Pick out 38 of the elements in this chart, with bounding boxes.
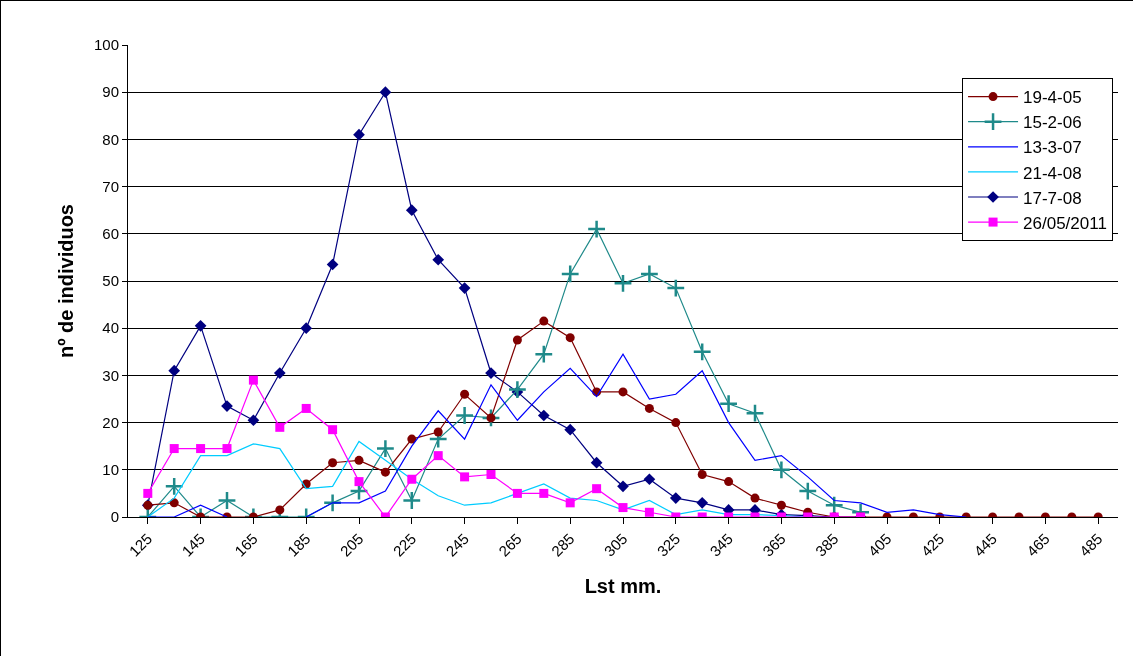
x-tick-label: 225 — [389, 529, 420, 560]
y-tick-label: 20 — [102, 413, 119, 431]
x-axis-title: Lst mm. — [584, 575, 662, 598]
x-tick-label: 385 — [811, 529, 842, 560]
y-tick-label: 10 — [102, 461, 119, 479]
y-tick-label: 0 — [110, 508, 119, 526]
x-tick-label: 125 — [125, 529, 156, 560]
x-tick-label: 445 — [970, 529, 1001, 560]
x-tick-label: 485 — [1075, 529, 1106, 560]
x-tick-label: 325 — [653, 529, 684, 560]
x-tick-label: 165 — [231, 529, 261, 560]
legend-label: 21-4-08 — [1023, 163, 1082, 183]
x-tick-label: 145 — [178, 529, 209, 560]
x-tick-label: 265 — [495, 529, 525, 560]
y-tick-label: 80 — [102, 130, 119, 148]
y-tick-label: 60 — [102, 225, 119, 243]
y-tick-label: 40 — [102, 319, 119, 337]
x-tick-label: 465 — [1023, 529, 1053, 560]
legend-label: 15-2-06 — [1023, 113, 1082, 133]
x-tick-label: 365 — [759, 529, 789, 560]
y-tick-label: 30 — [102, 366, 119, 384]
x-tick-label: 205 — [336, 529, 367, 560]
y-axis-title: nº de individuos — [55, 204, 78, 358]
legend-label: 13-3-07 — [1023, 138, 1082, 158]
y-tick-label: 100 — [93, 36, 119, 54]
legend-label: 19-4-05 — [1023, 88, 1082, 108]
x-tick-label: 285 — [547, 529, 578, 560]
x-tick-label: 425 — [917, 529, 948, 560]
x-tick-label: 185 — [283, 529, 314, 560]
y-tick-label: 50 — [102, 272, 119, 290]
legend-label: 26/05/2011 — [1023, 213, 1107, 233]
x-tick-label: 245 — [442, 529, 473, 560]
x-tick-label: 345 — [706, 529, 737, 560]
y-tick-label: 90 — [102, 83, 119, 101]
x-tick-label: 305 — [600, 529, 631, 560]
legend-label: 17-7-08 — [1023, 188, 1082, 208]
x-tick-label: 405 — [864, 529, 895, 560]
y-tick-label: 70 — [102, 177, 119, 195]
